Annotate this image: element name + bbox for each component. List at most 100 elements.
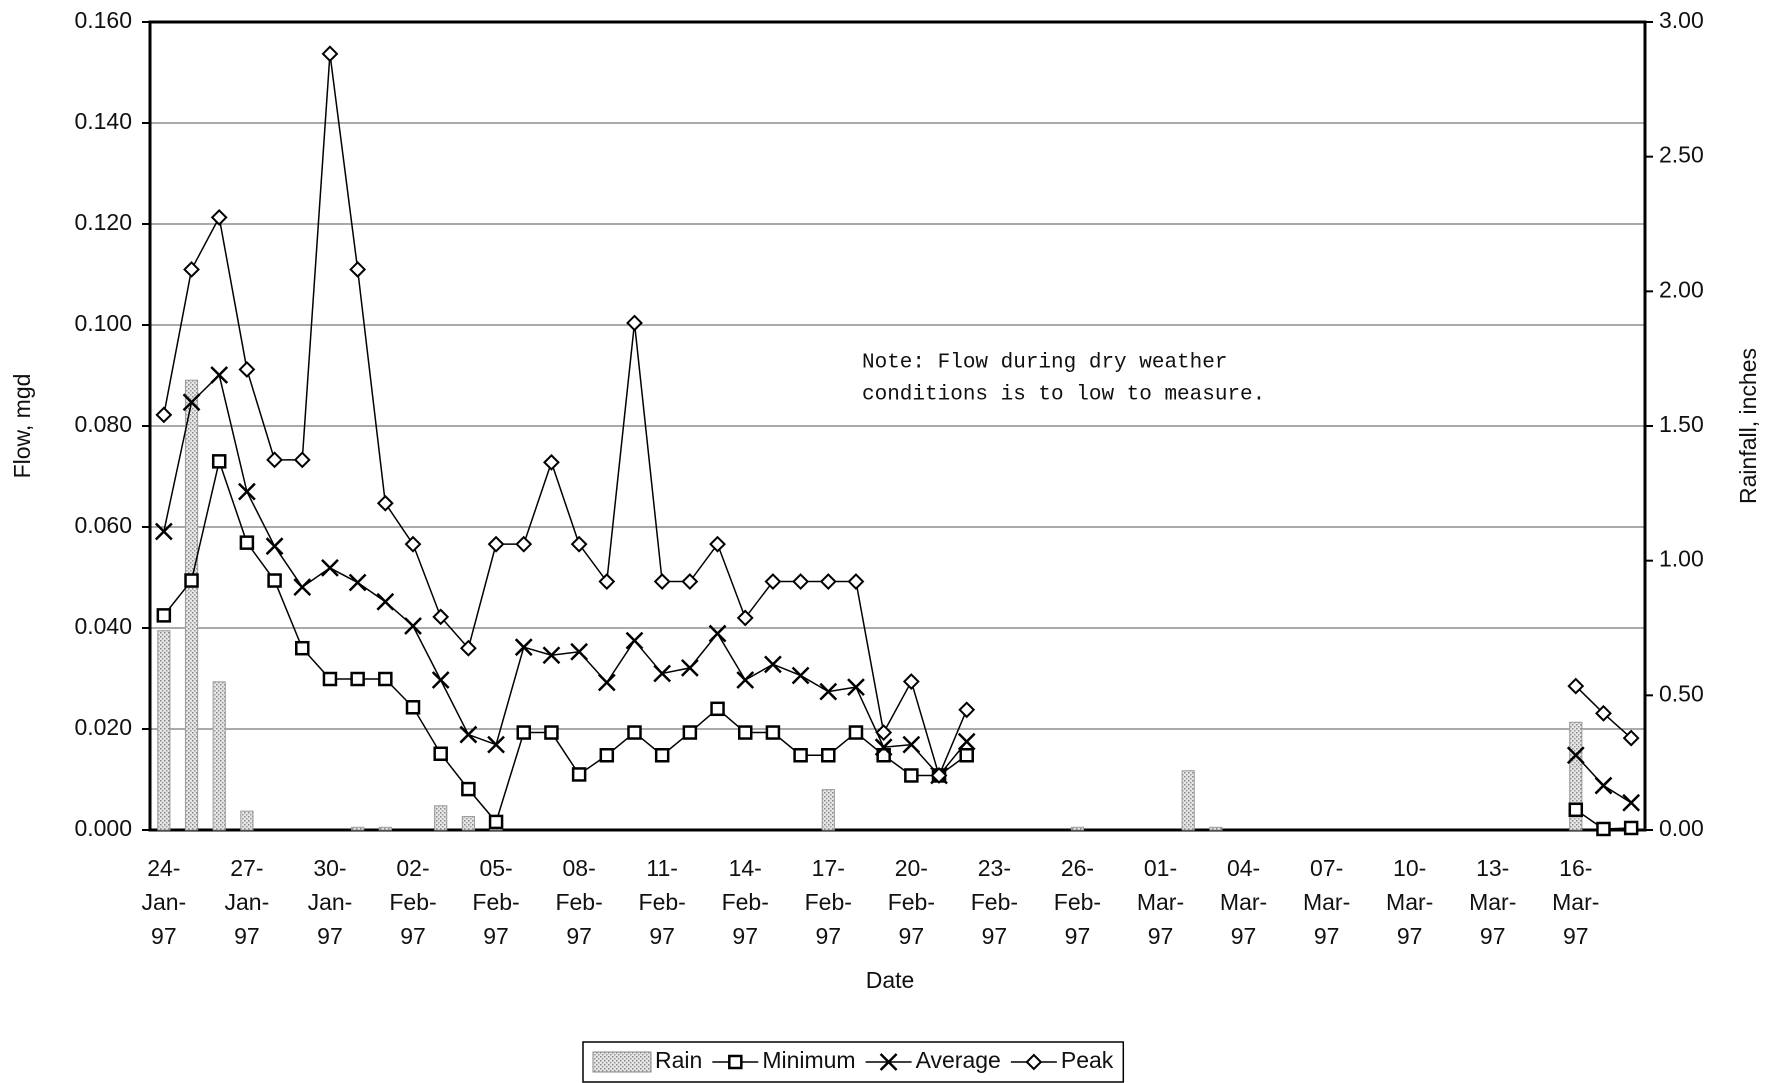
y2-tick-label: 1.50 — [1659, 411, 1704, 437]
marker-diamond — [183, 261, 200, 278]
marker-diamond — [376, 494, 394, 512]
marker-diamond — [847, 573, 865, 590]
marker-square — [267, 573, 282, 588]
marker-square — [821, 748, 836, 763]
marker-diamond — [1622, 729, 1640, 747]
y-tick-label: 0.020 — [74, 714, 132, 740]
marker-diamond — [293, 451, 311, 469]
x-tick-label: 27-Jan-97 — [225, 855, 270, 949]
marker-square — [184, 573, 199, 588]
marker-square — [599, 748, 615, 763]
marker-square — [654, 748, 670, 763]
marker-square — [544, 725, 559, 740]
marker-diamond — [1025, 1053, 1043, 1071]
marker-diamond — [349, 261, 367, 278]
marker-diamond — [958, 701, 976, 719]
marker-x — [819, 682, 838, 701]
x-tick-label: 14-Feb-97 — [722, 855, 769, 949]
marker-square — [737, 725, 753, 740]
y-tick-label: 0.000 — [74, 815, 132, 841]
marker-x — [265, 537, 284, 556]
marker-square — [876, 748, 891, 763]
marker-x — [293, 578, 312, 596]
marker-x — [1622, 793, 1641, 812]
marker-diamond — [819, 573, 837, 590]
marker-diamond — [626, 314, 643, 332]
marker-square — [516, 725, 531, 740]
legend-label: Peak — [1061, 1047, 1114, 1073]
y-tick-label: 0.140 — [74, 108, 132, 134]
x-tick-label: 02-Feb-97 — [389, 855, 436, 949]
y2-tick-label: 2.00 — [1659, 276, 1704, 302]
legend: Rain Minimum Average Peak — [582, 1041, 1125, 1083]
marker-square — [322, 671, 338, 687]
marker-x — [154, 522, 173, 541]
marker-square — [239, 535, 255, 550]
marker-x — [570, 642, 589, 661]
x-tick-label: 07-Mar-97 — [1303, 855, 1350, 949]
marker-x — [348, 573, 367, 592]
marker-diamond — [266, 451, 283, 469]
marker-diamond — [238, 361, 256, 378]
x-tick-label: 01-Mar-97 — [1137, 855, 1184, 949]
y-axis-title: Flow, mgd — [9, 374, 35, 479]
marker-x — [514, 638, 533, 657]
marker-square — [1623, 820, 1639, 836]
marker-diamond — [155, 406, 173, 424]
bar — [1181, 770, 1195, 831]
marker-diamond — [792, 573, 810, 590]
marker-x — [321, 559, 339, 577]
x-tick-label: 30-Jan-97 — [308, 855, 353, 949]
marker-diamond — [321, 45, 339, 63]
bar — [240, 810, 254, 831]
marker-diamond — [487, 535, 505, 553]
x-tick-label: 04-Mar-97 — [1220, 855, 1267, 949]
plot-frame — [148, 20, 1647, 832]
marker-x — [597, 673, 616, 692]
legend-label: Average — [916, 1047, 1001, 1073]
marker-x — [404, 617, 422, 635]
legend-swatch — [592, 1051, 652, 1073]
marker-x — [625, 631, 644, 650]
marker-diamond — [515, 535, 533, 553]
marker-x — [680, 659, 699, 677]
marker-square — [848, 725, 864, 740]
bar — [1070, 826, 1085, 831]
y-tick-label: 0.080 — [74, 411, 132, 437]
marker-diamond — [764, 573, 782, 590]
marker-diamond — [902, 673, 920, 690]
marker-diamond — [709, 535, 726, 553]
bar — [351, 826, 365, 831]
marker-x — [238, 482, 256, 501]
marker-x — [879, 1053, 898, 1071]
marker-square — [211, 454, 227, 469]
marker-square — [350, 671, 365, 687]
marker-square — [1596, 821, 1611, 837]
marker-square — [378, 671, 393, 687]
y-tick-label: 0.060 — [74, 512, 132, 538]
x-tick-label: 26-Feb-97 — [1054, 855, 1101, 949]
legend-label: Rain — [655, 1047, 702, 1073]
marker-x — [182, 393, 201, 412]
marker-x — [736, 671, 755, 689]
marker-square — [765, 725, 781, 740]
marker-diamond — [598, 573, 616, 590]
marker-x — [708, 624, 727, 643]
line — [163, 53, 1632, 778]
bar — [434, 805, 448, 831]
bar — [378, 826, 392, 831]
x-tick-label: 10-Mar-97 — [1386, 855, 1433, 949]
y2-tick-label: 0.50 — [1659, 680, 1704, 706]
marker-diamond — [681, 573, 699, 590]
x-tick-label: 08-Feb-97 — [555, 855, 602, 949]
marker-x — [764, 655, 782, 674]
y-tick-label: 0.100 — [74, 310, 132, 336]
x-tick-label: 23-Feb-97 — [971, 855, 1018, 949]
marker-diamond — [1595, 704, 1612, 722]
bar — [821, 789, 835, 831]
marker-x — [487, 735, 505, 754]
legend-label: Minimum — [762, 1047, 855, 1073]
y-tick-label: 0.040 — [74, 613, 132, 639]
marker-diamond — [404, 535, 422, 553]
y-tick-label: 0.120 — [74, 209, 132, 235]
